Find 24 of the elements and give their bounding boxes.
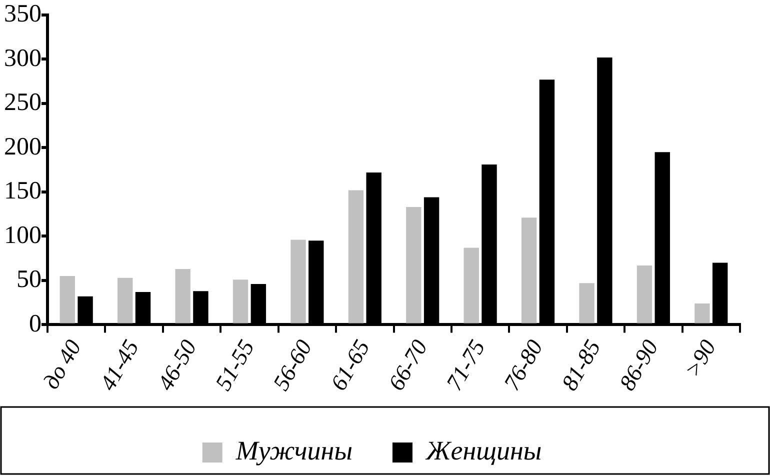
bar <box>118 278 133 324</box>
x-tick-label: до 40 <box>38 335 86 394</box>
legend-label: Мужчины <box>234 436 352 466</box>
bar <box>348 190 364 324</box>
bar <box>406 207 422 324</box>
y-tick-label: 200 <box>4 133 42 160</box>
bar <box>60 276 76 324</box>
bar <box>464 248 479 324</box>
legend-label: Женщины <box>424 436 542 466</box>
x-tick-label: >90 <box>680 335 721 382</box>
bar <box>636 265 652 324</box>
y-tick-label: 0 <box>29 310 42 338</box>
bar <box>290 240 306 324</box>
y-tick-label: 350 <box>4 0 42 28</box>
bar <box>694 303 710 324</box>
y-tick-label: 100 <box>4 222 42 249</box>
bar <box>579 283 594 324</box>
y-tick-label: 50 <box>16 266 42 294</box>
bar <box>175 268 190 324</box>
bar <box>232 280 248 324</box>
y-tick-label: 250 <box>4 89 42 116</box>
y-tick-label: 150 <box>4 178 42 205</box>
bar <box>521 218 537 324</box>
y-tick-label: 300 <box>4 44 42 72</box>
